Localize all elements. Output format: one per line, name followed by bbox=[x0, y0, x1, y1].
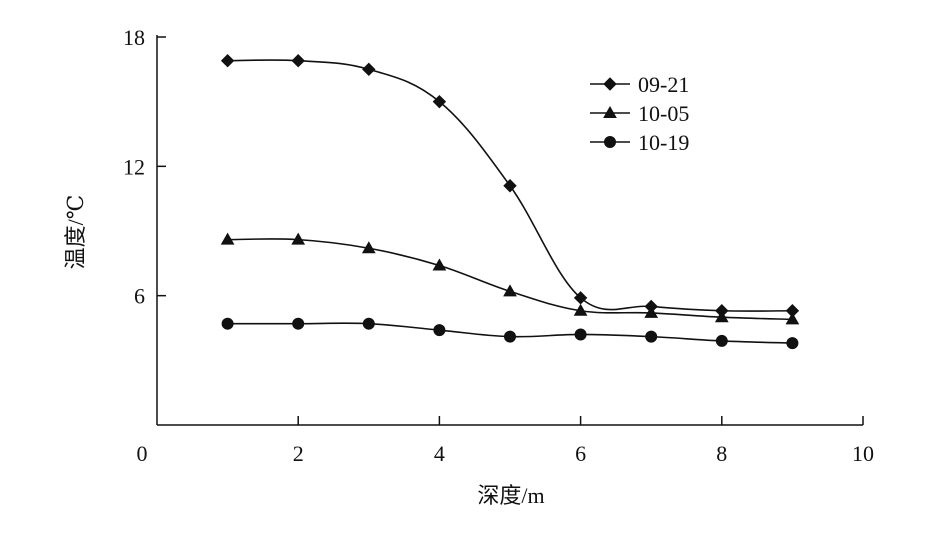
legend-item: 10-19 bbox=[590, 130, 689, 155]
triangle-marker bbox=[503, 284, 517, 297]
circle-marker bbox=[504, 330, 516, 343]
y-tick-label: 6 bbox=[134, 284, 145, 309]
circle-marker bbox=[221, 317, 234, 330]
legend-label: 10-05 bbox=[638, 101, 689, 126]
diamond-marker bbox=[603, 77, 617, 91]
triangle-marker bbox=[432, 258, 447, 271]
circle-marker bbox=[715, 334, 728, 347]
diamond-marker bbox=[220, 54, 235, 68]
triangle-marker bbox=[361, 241, 376, 254]
x-tick-label: 0 bbox=[137, 441, 148, 466]
circle-marker bbox=[433, 324, 446, 337]
series-line bbox=[227, 238, 793, 321]
x-tick-label: 2 bbox=[293, 441, 304, 466]
legend-item: 10-05 bbox=[590, 101, 689, 126]
triangle-marker bbox=[220, 232, 235, 245]
tick-group: 0 2 4 6 8 10 6 12 18 bbox=[123, 25, 874, 466]
circle-marker bbox=[362, 317, 375, 330]
x-tick-label: 4 bbox=[434, 441, 445, 466]
diamond-marker bbox=[432, 94, 447, 109]
x-tick-label: 10 bbox=[852, 441, 874, 466]
axes bbox=[156, 35, 863, 426]
legend: 09-21 10-05 10-19 bbox=[590, 72, 689, 155]
y-tick-label: 18 bbox=[123, 25, 145, 50]
circle-marker bbox=[645, 330, 658, 343]
circle-marker bbox=[604, 136, 616, 148]
triangle-marker bbox=[291, 232, 306, 245]
y-tick-label: 12 bbox=[123, 154, 145, 179]
series-09-21 bbox=[220, 54, 800, 318]
triangle-marker bbox=[603, 105, 617, 118]
triangle-marker bbox=[573, 303, 588, 316]
diamond-marker bbox=[362, 62, 376, 77]
triangle-marker bbox=[785, 312, 800, 325]
series-10-05 bbox=[220, 232, 800, 325]
legend-item: 09-21 bbox=[590, 72, 689, 97]
x-tick-label: 6 bbox=[575, 441, 586, 466]
legend-label: 10-19 bbox=[638, 130, 689, 155]
legend-label: 09-21 bbox=[638, 72, 689, 97]
circle-marker bbox=[574, 328, 587, 341]
triangle-marker bbox=[714, 310, 729, 323]
triangle-marker bbox=[644, 305, 659, 318]
y-axis-title: 温度/℃ bbox=[63, 195, 88, 270]
diamond-marker bbox=[291, 54, 305, 68]
series-10-19 bbox=[221, 317, 799, 350]
diamond-marker bbox=[503, 179, 517, 193]
circle-marker bbox=[292, 317, 305, 330]
x-axis-title: 深度/m bbox=[477, 483, 544, 508]
circle-marker bbox=[786, 337, 799, 350]
x-tick-label: 8 bbox=[716, 441, 727, 466]
series-group bbox=[220, 54, 800, 350]
